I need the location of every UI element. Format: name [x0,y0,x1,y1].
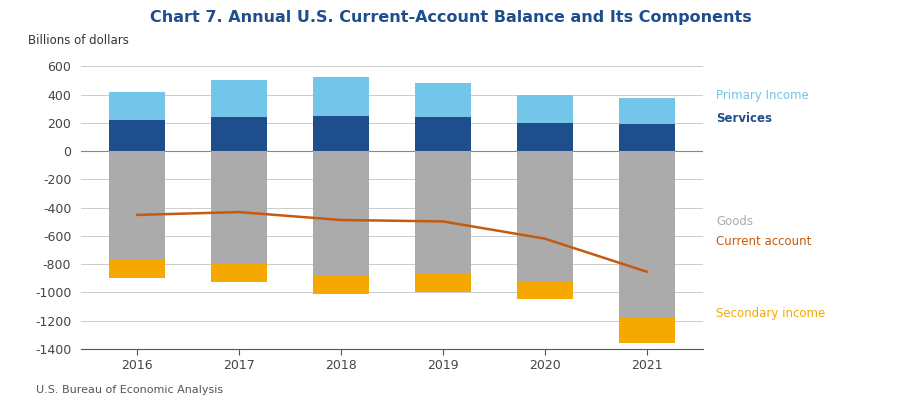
Bar [211,117,267,151]
Text: Goods: Goods [716,215,753,228]
Bar [619,124,675,151]
Bar [313,151,369,275]
Bar [313,77,369,116]
Text: Services: Services [716,112,772,125]
Bar [109,151,165,260]
Bar [619,318,675,343]
Bar [414,274,471,292]
Bar [414,117,471,151]
Bar [517,95,573,123]
Bar [211,80,267,117]
Text: Chart 7. Annual U.S. Current-Account Balance and Its Components: Chart 7. Annual U.S. Current-Account Bal… [150,10,751,25]
Bar [414,83,471,117]
Bar [109,260,165,278]
Bar [313,275,369,294]
Text: Billions of dollars: Billions of dollars [28,34,129,47]
Bar [109,120,165,151]
Text: U.S. Bureau of Economic Analysis: U.S. Bureau of Economic Analysis [36,385,223,395]
Bar [313,116,369,151]
Bar [109,92,165,120]
Bar [517,281,573,300]
Text: Primary Income: Primary Income [716,89,809,102]
Bar [414,151,471,274]
Text: Secondary income: Secondary income [716,307,825,320]
Text: Current account: Current account [716,235,812,248]
Bar [517,123,573,151]
Bar [211,151,267,264]
Bar [517,151,573,281]
Bar [211,264,267,282]
Bar [619,151,675,318]
Bar [619,98,675,124]
